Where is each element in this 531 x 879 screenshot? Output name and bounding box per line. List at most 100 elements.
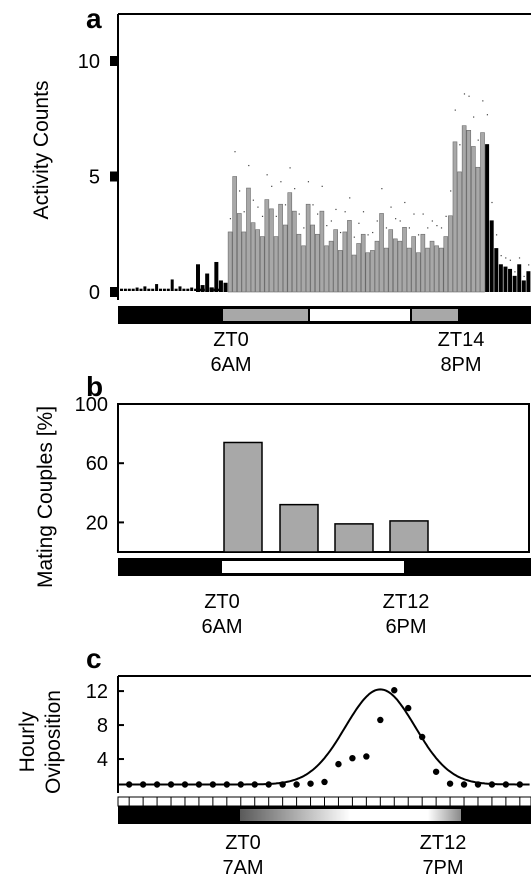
panel-b-bar [279,503,319,553]
panel-a-bar [485,144,490,292]
panel-a-error-dot [413,213,415,215]
panel-c-point [516,781,524,788]
panel-b-light-dark-bar [118,558,531,576]
panel-c-point [432,768,440,775]
panel-a-bar [517,264,522,292]
panel-c-point [139,781,147,788]
panel-a-bar [397,240,403,293]
panel-a-bar [319,210,325,293]
panel-a-bar [333,229,338,293]
panel-c-ytick-label: 4 [97,749,108,771]
panel-c-point [474,781,482,788]
panel-c-point [195,781,203,788]
panel-a-bar [508,268,513,292]
panel-a-bar [452,141,458,293]
panel-c-x-marker-1-zt: ZT0 [225,832,261,854]
panel-a-error-dot [450,190,452,192]
panel-b-ytick-label: 100 [75,394,108,416]
panel-c-point [349,754,356,762]
panel-c-point [181,781,189,788]
panel-a-ld-twilight-2 [412,309,458,321]
panel-c-axis [117,675,531,793]
panel-a-bar [347,220,352,293]
panel-a-error-dot [339,231,342,234]
panel-b-x-marker-2-time: 6PM [385,616,426,638]
panel-c-fit-curve [118,688,530,786]
panel-a-ytick-label: 5 [89,167,100,189]
panel-a-error-dot [243,211,245,213]
panel-b-x-marker-1-zt: ZT0 [204,591,240,613]
panel-c-point [335,760,342,768]
panel-a-bar [379,213,384,293]
panel-a-error-dot [344,211,346,213]
panel-a-bar [196,264,200,292]
panel-a-error-dot [417,234,420,236]
panel-a-bar [287,192,293,293]
panel-b-bar [389,520,429,553]
panel-a-bar [205,273,210,292]
panel-a-bar [360,233,366,293]
panel-b-ytick-label: 60 [86,453,108,475]
panel-a-error-dot [523,275,525,278]
panel-a-error-dot [408,227,410,229]
panel-a-error-dot [298,213,300,215]
panel-a-error-dot [445,215,447,217]
panel-a-error-dot [289,167,291,169]
panel-a-error-dot [422,213,424,215]
panel-a-error-dot [312,204,314,206]
panel-a-bar [498,264,503,292]
panel-a-bar [264,199,270,293]
panel-a-error-dot [514,271,516,273]
panel-a-error-dot [381,188,383,190]
panel-a-bar [278,203,283,293]
panel-a-bar [174,288,178,291]
panel-c-point [418,733,426,741]
panel-a-error-dot [431,220,433,222]
panel-a-error-dot [261,215,264,217]
panel-c-point [279,781,286,788]
panel-a-ylabel: Activity Counts [30,81,53,220]
panel-c-point [153,781,161,788]
panel-a-bar [526,271,531,292]
panel-a-light-dark-bar [118,306,531,324]
panel-a-error-dot [353,236,355,238]
panel-a-plot [117,13,531,300]
panel-a-bar [480,132,485,293]
panel-a-error-dot [326,225,328,227]
panel-c-ld-light-gradient [240,809,461,821]
panel-a-error-dot [307,181,310,183]
panel-c-ytick-label: 12 [86,681,108,703]
panel-a-bar [425,247,430,293]
panel-a-bar [214,261,219,292]
panel-b-yticks: 20 60 100 [75,394,124,534]
panel-c-point [307,780,314,787]
panel-a-bar [200,285,205,292]
panel-a-error-dot [518,257,521,259]
panel-a-ytick-mark [110,287,118,297]
panel-a-bar [155,284,159,291]
panel-a-error-dot [280,181,282,183]
panel-c-point [223,781,231,788]
panel-a-error-dot [234,151,236,153]
panel-c-ytick-label: 8 [97,715,108,737]
panel-a-bar [305,203,311,293]
panel-a-bar [494,248,499,292]
panel-a-error-dot [303,227,305,229]
panel-c-point [167,781,175,788]
panel-a-error-dot [385,227,388,229]
panel-a: a Activity Counts 0 5 10 ZT0 6AM ZT14 8PM [30,3,531,376]
panel-a-bar [227,231,233,293]
panel-c-point [125,781,133,788]
panel-a-error-dot [390,206,392,208]
panel-b-x-marker-2-zt: ZT12 [383,591,430,613]
panel-a-bar [411,236,416,293]
panel-a-x-marker-1-zt: ZT0 [213,329,249,351]
panel-b-axis-frame [117,403,530,553]
panel-a-bar [406,247,412,293]
panel-a-bar [194,288,198,291]
panel-a-ld-twilight-1 [223,309,308,321]
panel-c-letter: c [86,643,102,674]
panel-a-bar [282,224,288,293]
panel-b-bar [334,523,374,553]
panel-a-error-dot [500,255,502,257]
